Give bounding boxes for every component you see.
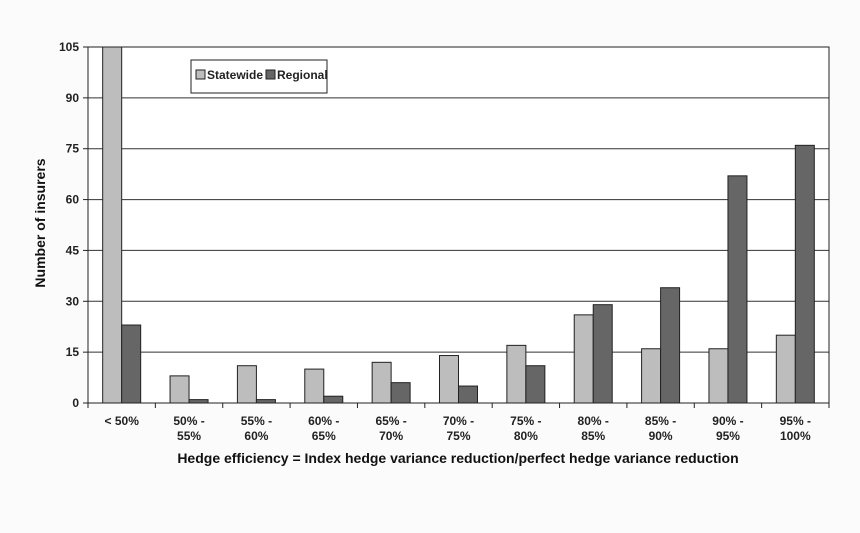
y-axis-label: Number of insurers bbox=[32, 158, 48, 287]
x-tick-label-line: 55% bbox=[177, 429, 201, 443]
x-tick-label-5: 70% -75% bbox=[443, 414, 474, 443]
x-tick-label-line: 90% - bbox=[712, 414, 743, 428]
bar-statewide-10 bbox=[775, 334, 796, 404]
x-tick-label-1: 50% -55% bbox=[173, 414, 204, 443]
bar-regional-3 bbox=[323, 395, 344, 404]
x-tick-label-line: 100% bbox=[780, 429, 811, 443]
x-tick-label-3: 60% -65% bbox=[308, 414, 339, 443]
x-tick-label-line: 60% - bbox=[308, 414, 339, 428]
legend-swatch-regional bbox=[265, 69, 276, 80]
x-tick-label-10: 95% -100% bbox=[780, 414, 811, 443]
x-tick-label-line: 80% - bbox=[578, 414, 609, 428]
bar-statewide-1 bbox=[169, 375, 190, 404]
legend: Statewide Regional bbox=[190, 59, 328, 94]
x-tick-label-line: 70% bbox=[379, 429, 403, 443]
bar-statewide-3 bbox=[304, 368, 325, 404]
bar-regional-0 bbox=[121, 324, 142, 404]
axes bbox=[83, 46, 830, 408]
legend-box bbox=[190, 59, 328, 94]
y-tick-label-4: 60 bbox=[66, 193, 80, 207]
bar-statewide-7 bbox=[573, 314, 594, 404]
legend-label-regional: Regional bbox=[277, 68, 328, 82]
y-tick-label-3: 45 bbox=[66, 243, 80, 257]
bar-regional-5 bbox=[458, 385, 478, 404]
bar-regional-4 bbox=[390, 382, 411, 404]
bar-regional-10 bbox=[794, 144, 815, 404]
x-tick-label-line: 95% bbox=[716, 429, 740, 443]
y-tick-label-1: 15 bbox=[66, 345, 80, 359]
plot-area bbox=[88, 47, 829, 403]
bar-regional-1 bbox=[188, 399, 209, 404]
bar-statewide-5 bbox=[439, 355, 459, 404]
x-tick-label-2: 55% -60% bbox=[241, 414, 272, 443]
plot-border bbox=[87, 46, 830, 404]
y-tick-label-7: 105 bbox=[59, 40, 79, 54]
bar-statewide-8 bbox=[641, 348, 662, 404]
y-tick-label-6: 90 bbox=[66, 91, 80, 105]
bar-statewide-0 bbox=[102, 46, 123, 404]
x-tick-label-line: 70% - bbox=[443, 414, 474, 428]
bar-statewide-9 bbox=[708, 348, 729, 404]
legend-label-statewide: Statewide bbox=[207, 68, 263, 82]
y-tick-label-2: 30 bbox=[66, 294, 80, 308]
x-tick-label-0: < 50% bbox=[105, 414, 140, 428]
x-tick-label-line: 60% bbox=[244, 429, 268, 443]
x-tick-label-line: 75% bbox=[446, 429, 470, 443]
x-axis-label: Hedge efficiency = Index hedge variance … bbox=[177, 450, 738, 466]
bar-regional-8 bbox=[660, 287, 681, 404]
x-tick-label-line: 95% - bbox=[780, 414, 811, 428]
x-tick-label-line: 85% bbox=[581, 429, 605, 443]
bar-statewide-2 bbox=[236, 365, 257, 404]
bar-regional-9 bbox=[727, 175, 748, 404]
gridlines bbox=[88, 46, 829, 403]
x-tick-label-line: 65% bbox=[312, 429, 336, 443]
y-tick-label-5: 75 bbox=[66, 142, 80, 156]
bar-statewide-6 bbox=[506, 344, 527, 404]
x-tick-labels: < 50% 50% -55%55% -60%60% -65%65% -70%70%… bbox=[105, 414, 811, 443]
x-tick-label-line: 90% bbox=[649, 429, 673, 443]
x-tick-label-6: 75% -80% bbox=[510, 414, 541, 443]
y-tick-label-0: 0 bbox=[72, 396, 79, 410]
x-tick-label-line: 65% - bbox=[375, 414, 406, 428]
x-tick-label-4: 65% -70% bbox=[375, 414, 406, 443]
bar-regional-7 bbox=[592, 304, 613, 404]
x-tick-label-line: 50% - bbox=[173, 414, 204, 428]
x-tick-label-line: < 50% bbox=[105, 414, 140, 428]
bar-regional-2 bbox=[255, 399, 276, 404]
x-tick-label-line: 55% - bbox=[241, 414, 272, 428]
legend-swatch-statewide bbox=[195, 69, 206, 80]
x-tick-label-line: 85% - bbox=[645, 414, 676, 428]
x-tick-label-9: 90% -95% bbox=[712, 414, 743, 443]
y-tick-labels: 0 15 30 45 60 75 90 105 bbox=[59, 40, 79, 410]
bar-statewide-4 bbox=[371, 361, 392, 404]
x-tick-label-8: 85% -90% bbox=[645, 414, 676, 443]
x-tick-label-line: 75% - bbox=[510, 414, 541, 428]
x-tick-label-line: 80% bbox=[514, 429, 538, 443]
x-tick-label-7: 80% -85% bbox=[578, 414, 609, 443]
bar-regional-6 bbox=[525, 365, 546, 404]
